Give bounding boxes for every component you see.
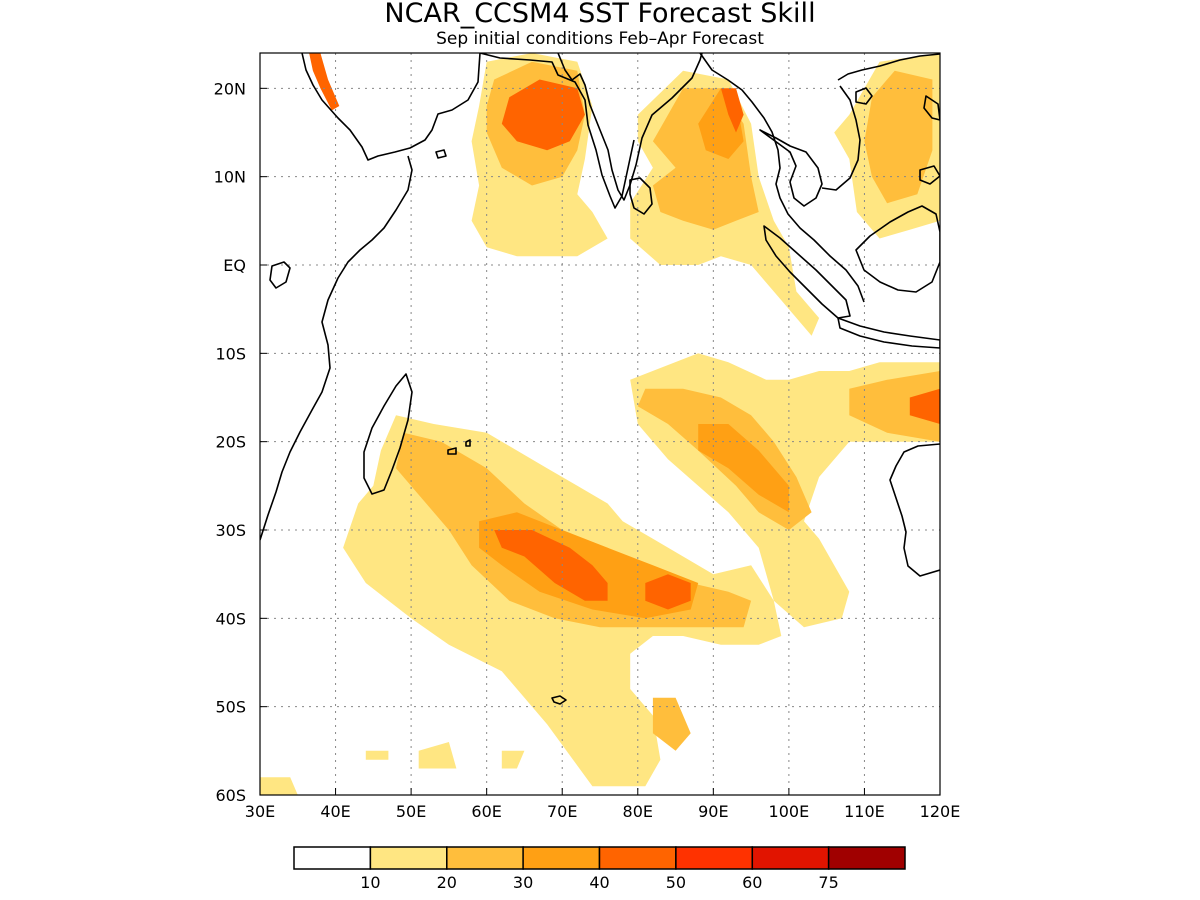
skill-region-red-sea-4-20: [309, 53, 340, 111]
borneo-coastline: [855, 205, 940, 293]
lat-lon-grid: [260, 53, 940, 795]
lat-tick-label-20: 20N: [214, 79, 246, 98]
lat-tick-label--60: 60S: [215, 786, 246, 805]
colorbar-label-50: 50: [666, 873, 686, 892]
java-coastline: [837, 317, 940, 349]
skill-region-south-indian-east-2-15: [849, 371, 940, 442]
colorbar-swatch-1: [369, 846, 448, 870]
lat-tick-label--30: 30S: [215, 521, 246, 540]
colorbar-label-20: 20: [437, 873, 457, 892]
skill-region-arabian-sea-4-19: [501, 79, 585, 151]
colorbar-swatch-5: [675, 846, 754, 870]
skill-region-southern-ocean-1-5: [260, 777, 298, 795]
skill-region-south-indian-east-3-18: [698, 424, 789, 513]
africa-coastline: [301, 53, 481, 161]
philippines-coastline: [919, 95, 940, 185]
lon-tick-label-90: 90E: [698, 802, 728, 821]
longitude-axis: 30E 40E 50E 60E 70E 80E 90E 100E 110E 120E: [245, 788, 961, 821]
sumatra-coastline: [763, 225, 851, 319]
lat-tick-label--40: 40S: [215, 609, 246, 628]
skill-region-bay-of-bengal-4-21: [720, 88, 744, 133]
east-africa-coastline: [260, 155, 413, 541]
lon-tick-label-110: 110E: [844, 802, 885, 821]
colorbar-label-40: 40: [589, 873, 609, 892]
comoros-island: [269, 261, 291, 289]
colorbar-swatch-7: [827, 846, 906, 870]
colorbar-label-60: 60: [742, 873, 762, 892]
colorbar-swatch-4: [598, 846, 677, 870]
hainan-coastline: [855, 87, 873, 105]
socotra-coastline: [435, 149, 447, 159]
latitude-axis: 20N 10N EQ 10S 20S 30S 40S 50S 60S: [214, 79, 267, 805]
sri-lanka-coastline: [629, 177, 653, 215]
persian-gulf-coastline: [479, 53, 635, 209]
lon-tick-label-120: 120E: [920, 802, 961, 821]
lon-tick-label-50: 50E: [396, 802, 426, 821]
southeast-asia-coastline: [699, 53, 865, 303]
skill-region-southern-ocean-1-6: [418, 742, 457, 769]
lat-tick-label--50: 50S: [215, 698, 246, 717]
lon-tick-label-70: 70E: [547, 802, 577, 821]
lon-tick-label-30: 30E: [245, 802, 275, 821]
colorbar-labels: 10 20 30 40 50 60 75: [360, 873, 839, 892]
lon-tick-label-80: 80E: [623, 802, 653, 821]
skill-region-southern-ocean-1-8: [365, 750, 389, 760]
china-coastline: [837, 53, 940, 81]
skill-region-south-indian-east-4-24: [909, 388, 940, 424]
mascarene-islands: [447, 439, 471, 455]
colorbar-label-10: 10: [360, 873, 380, 892]
map-subtitle: Sep initial conditions Feb–Apr Forecast: [436, 29, 764, 49]
lon-tick-label-40: 40E: [320, 802, 350, 821]
map-title: NCAR_CCSM4 SST Forecast Skill: [384, 0, 815, 29]
colorbar-label-30: 30: [513, 873, 533, 892]
lat-tick-label-0: EQ: [223, 256, 246, 275]
colorbar-swatch-3: [522, 846, 601, 870]
colorbar-swatch-6: [751, 846, 830, 870]
australia-coastline: [889, 443, 940, 577]
lat-tick-label--10: 10S: [215, 344, 246, 363]
colorbar: 10 20 30 40 50 60 75: [293, 846, 906, 892]
map-frame: [259, 52, 941, 796]
india-coastline: [557, 53, 703, 201]
lat-tick-label-10: 10N: [214, 168, 246, 187]
vietnam-coastline: [821, 85, 861, 191]
colorbar-swatches: [293, 846, 906, 870]
indochina-coastline: [759, 129, 823, 207]
skill-region-southern-ocean-1-7: [501, 750, 525, 769]
skill-region-south-indian-west-2-13: [652, 697, 691, 751]
lon-tick-label-100: 100E: [769, 802, 810, 821]
coastlines: [260, 53, 940, 705]
colorbar-swatch-2: [446, 846, 524, 870]
skill-region-south-indian-west-4-23: [645, 574, 691, 610]
kerguelen-island: [551, 695, 567, 705]
lon-tick-label-60: 60E: [471, 802, 501, 821]
colorbar-label-75: 75: [818, 873, 838, 892]
colorbar-swatch-0: [293, 846, 372, 870]
lat-tick-label--20: 20S: [215, 433, 246, 452]
madagascar-coastline: [363, 373, 413, 495]
skill-region-south-china-sea-2-11: [864, 70, 933, 204]
skill-region-south-indian-west-4-22: [494, 530, 608, 601]
